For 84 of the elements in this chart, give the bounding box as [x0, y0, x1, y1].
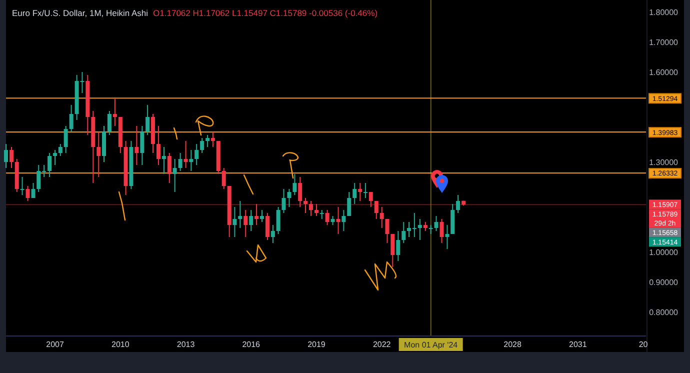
- candlestick: [167, 152, 172, 184]
- candlestick: [342, 210, 346, 232]
- candlestick: [184, 140, 188, 168]
- candlestick: [238, 200, 242, 228]
- candlestick: [26, 186, 30, 202]
- x-tick-label: 2007: [46, 340, 64, 349]
- y-tick-label: 0.80000: [649, 308, 679, 317]
- candlestick: [314, 204, 318, 216]
- candlestick: [232, 206, 237, 238]
- candlestick: [374, 200, 378, 220]
- candlestick: [298, 176, 302, 208]
- candlestick: [368, 192, 373, 208]
- candlestick: [434, 216, 438, 232]
- candlestick: [254, 204, 259, 226]
- candlestick: [276, 206, 280, 234]
- candlestick: [440, 218, 444, 244]
- candlestick: [134, 126, 139, 166]
- candlestick: [222, 168, 226, 190]
- ref-line-label: Mon 01 Apr '24: [404, 340, 458, 350]
- candlestick: [265, 212, 270, 240]
- candlestick: [200, 138, 204, 154]
- y-tick-label: 0.90000: [649, 278, 679, 287]
- candlestick: [304, 198, 308, 214]
- candlestick: [53, 150, 58, 166]
- candlestick: [107, 110, 112, 136]
- candlestick: [347, 192, 352, 216]
- x-tick-label: 2028: [504, 340, 522, 349]
- candlestick: [20, 176, 24, 196]
- candlestick: [450, 204, 455, 234]
- candlestick: [282, 188, 286, 214]
- y-tick-label: 1.60000: [649, 68, 679, 77]
- candlestick: [390, 234, 395, 268]
- candlestick: [48, 152, 52, 178]
- candlestick: [178, 152, 182, 172]
- candlestick: [456, 194, 460, 214]
- y-tick-label: 1.30000: [649, 158, 679, 167]
- x-tick-label: 2031: [569, 340, 588, 349]
- candlestick: [172, 158, 177, 192]
- candlestick: [58, 144, 62, 156]
- candlestick: [189, 150, 194, 172]
- candlestick: [31, 182, 36, 198]
- candlestick: [380, 206, 384, 228]
- candlestick: [69, 104, 74, 132]
- candlestick: [210, 132, 215, 148]
- candlestick: [358, 182, 362, 202]
- x-tick-label: 2016: [242, 340, 261, 349]
- candlestick: [162, 146, 166, 174]
- candlestick: [249, 210, 254, 232]
- candlestick: [244, 210, 248, 238]
- y-tick-label: 1.80000: [649, 8, 679, 17]
- x-tick-label: 2010: [112, 340, 130, 349]
- candlestick: [385, 218, 390, 244]
- candlestick: [206, 134, 210, 148]
- x-tick-label: 2019: [308, 340, 326, 349]
- candlestick: [309, 200, 313, 216]
- candlestick: [64, 126, 68, 154]
- candlestick: [287, 188, 292, 208]
- candlestick: [146, 104, 150, 136]
- candlestick: [270, 224, 275, 244]
- candlestick: [260, 210, 264, 222]
- candlestick: [112, 98, 117, 126]
- candlestick: [402, 222, 406, 244]
- y-tick-label: 1.70000: [649, 38, 679, 47]
- candlestick: [194, 144, 199, 166]
- candlestick: [363, 182, 368, 198]
- text: Euro Fx/U.S. Dollar, 1M, Heikin Ashi: [12, 8, 148, 18]
- y-tick-label: 1.00000: [649, 248, 679, 257]
- x-tick-label: 20: [638, 340, 648, 349]
- x-tick-label: 2022: [372, 340, 392, 349]
- x-tick-label: 2013: [176, 340, 196, 349]
- candlestick: [9, 146, 14, 168]
- candlestick: [292, 174, 297, 196]
- candlestick: [396, 230, 400, 262]
- candlestick: [156, 126, 160, 166]
- text: O1.17062 H1.17062 L1.15497 C1.15789 -0.00536 (-0.46%): [153, 8, 378, 18]
- candlestick: [4, 144, 8, 168]
- candlestick: [325, 210, 330, 226]
- candlestick: [352, 182, 357, 204]
- candlestick: [140, 126, 144, 166]
- candlestick: [102, 126, 106, 162]
- candlestick: [445, 224, 450, 250]
- candlestick: [418, 218, 422, 240]
- candlestick: [96, 132, 101, 178]
- candlestick: [336, 206, 340, 234]
